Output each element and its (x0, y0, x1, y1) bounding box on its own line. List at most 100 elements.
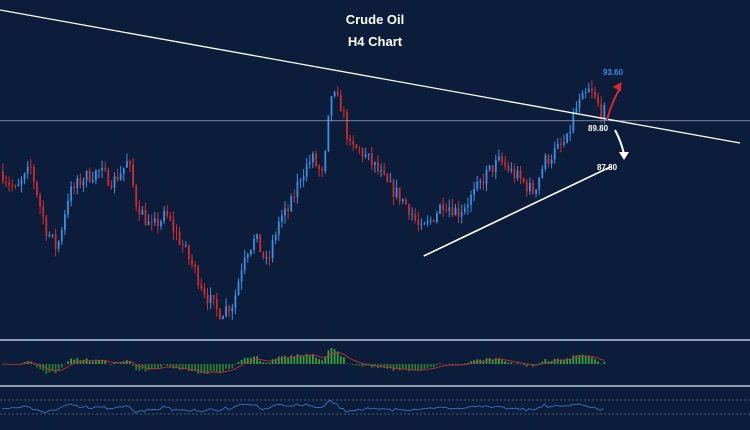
candle-body (395, 187, 398, 198)
histogram-bar (578, 354, 581, 364)
candle-body (318, 165, 320, 170)
candle-body (429, 219, 432, 221)
histogram-bar (556, 358, 559, 364)
candle-body (88, 170, 91, 182)
descending-trendline (0, 9, 741, 144)
histogram-bar (370, 364, 373, 368)
candle-body (129, 161, 131, 164)
histogram-bar (603, 361, 606, 364)
histogram-oscillator-panel (2, 348, 606, 375)
histogram-bar (268, 362, 271, 364)
candle-body (408, 204, 410, 215)
candle-body (578, 99, 581, 108)
downside-arrow (614, 129, 625, 155)
histogram-bar (88, 361, 91, 364)
histogram-bar (197, 364, 200, 374)
histogram-bar (463, 363, 466, 364)
candle-body (194, 264, 196, 268)
candle-body (57, 241, 60, 249)
upside-arrow (606, 87, 621, 121)
histogram-bar (119, 362, 122, 364)
histogram-bar (157, 364, 159, 370)
candle-body (541, 169, 544, 178)
candle-body (473, 189, 475, 195)
histogram-bar (138, 364, 141, 371)
candle-body (197, 267, 200, 285)
candle-body (454, 207, 457, 216)
candle-body (491, 165, 494, 173)
candle-body (597, 97, 599, 104)
candle-body (91, 180, 94, 182)
candle-body (426, 220, 429, 224)
candle-body (70, 186, 72, 201)
histogram-bar (132, 364, 134, 366)
candle-body (101, 168, 103, 171)
histogram-bar (392, 364, 395, 371)
candle-body (178, 232, 181, 245)
candle-body (107, 169, 110, 186)
histogram-bar (284, 355, 286, 364)
histogram-bar (172, 364, 175, 369)
histogram-bar (246, 357, 249, 364)
candle-body (11, 185, 14, 187)
candle-body (169, 215, 172, 220)
candle-body (305, 163, 308, 177)
candle-body (250, 249, 252, 255)
histogram-bar (305, 353, 308, 364)
candle-body (281, 215, 283, 222)
histogram-bar (293, 356, 296, 364)
histogram-bar (281, 356, 283, 364)
candle-body (358, 148, 361, 150)
candle-body (39, 195, 41, 207)
upside-target-label: 93.60 (603, 68, 624, 77)
histogram-bar (318, 359, 320, 364)
histogram-bar (479, 359, 482, 364)
candle-body (569, 131, 572, 134)
candle-body (209, 295, 212, 304)
candle-body (265, 257, 268, 259)
histogram-bar (57, 364, 60, 371)
histogram-bar (401, 364, 404, 370)
candle-body (312, 153, 314, 163)
histogram-bar (191, 364, 193, 372)
candle-body (206, 294, 209, 304)
candle-body (550, 159, 553, 164)
line-oscillator-panel (0, 399, 750, 415)
candle-body (479, 180, 482, 182)
candle-body (485, 169, 488, 185)
histogram-bar (504, 361, 506, 364)
candle-body (603, 104, 606, 119)
candle-body (525, 181, 528, 192)
candle-body (293, 196, 296, 198)
candle-body (20, 180, 23, 185)
candle-body (166, 210, 169, 216)
candle-body (119, 173, 122, 180)
candle-body (380, 170, 382, 172)
candle-body (587, 88, 590, 93)
histogram-bar (525, 364, 528, 367)
candle-body (532, 182, 534, 194)
histogram-bar (349, 364, 351, 365)
candle-body (556, 143, 559, 149)
candles-layer (2, 80, 606, 320)
histogram-bar (321, 360, 324, 364)
candle-body (423, 223, 426, 225)
histogram-bar (501, 360, 503, 364)
histogram-bar (538, 363, 541, 364)
candle-body (284, 208, 286, 216)
candle-body (389, 180, 392, 182)
histogram-bar (225, 364, 227, 369)
histogram-bar (389, 364, 392, 369)
histogram-bar (23, 362, 26, 364)
histogram-bar (510, 362, 513, 364)
histogram-bar (116, 363, 119, 364)
candle-body (445, 209, 448, 211)
histogram-bar (600, 364, 603, 365)
candle-body (575, 107, 578, 113)
histogram-bar (113, 362, 116, 364)
candle-body (560, 143, 562, 145)
histogram-bar (262, 362, 265, 364)
candle-body (547, 155, 550, 164)
histogram-bar (178, 364, 181, 371)
